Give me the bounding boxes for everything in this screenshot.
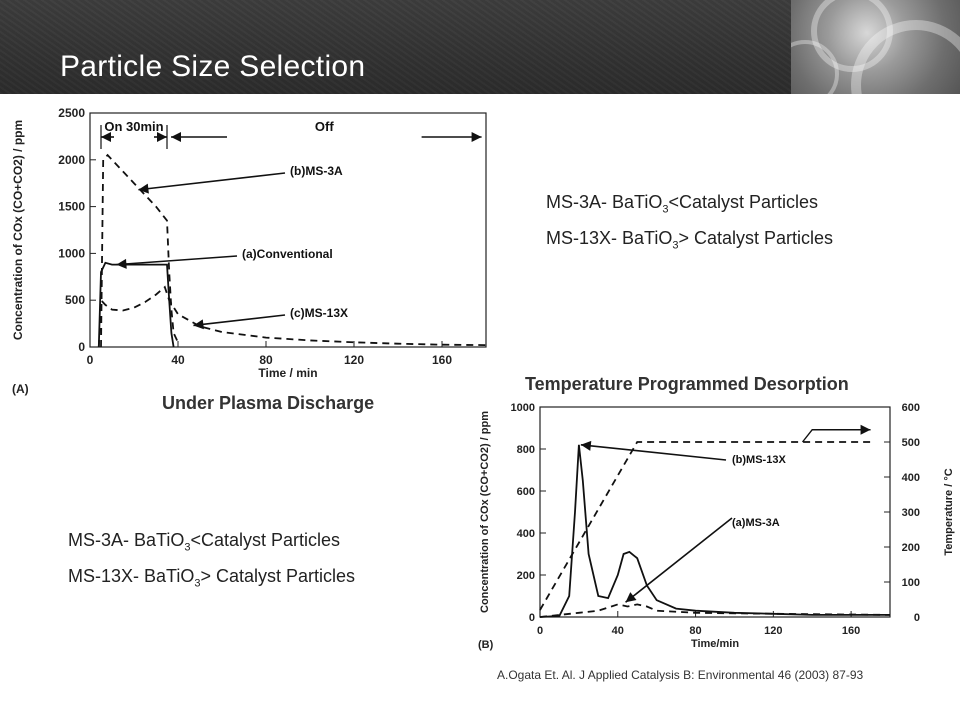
temperature-arrow-head — [860, 424, 871, 435]
x-tick-label: 40 — [171, 353, 185, 367]
y2-axis-label: Temperature / °C — [943, 468, 955, 555]
note-ms13x: MS-13X- BaTiO3> Catalyst Particles — [68, 565, 356, 590]
y-axis-label: Concentration of COx (CO+CO2) / ppm — [11, 120, 25, 340]
y-tick-label: 0 — [529, 612, 535, 624]
plot-frame — [89, 112, 487, 348]
annotation-ms13x: (b)MS-13X — [732, 454, 786, 466]
y-tick-label: 200 — [517, 570, 535, 582]
series-line--a-ms-3a — [539, 603, 891, 618]
annotation-ms3a: (a)MS-3A — [732, 517, 780, 529]
x-tick-label: 120 — [764, 625, 782, 637]
conventional-arrow-head — [116, 258, 127, 269]
x-tick-label: 0 — [87, 353, 94, 367]
y2-tick-label: 0 — [914, 612, 920, 624]
annotation-ms13x: (c)MS-13X — [290, 306, 348, 320]
citation: A.Ogata Et. Al. J Applied Catalysis B: E… — [497, 668, 864, 682]
series-line-temperature — [539, 441, 871, 611]
y2-tick-label: 300 — [902, 507, 920, 519]
chart-tpd: 0 40 80 120 16002004006008001000Time/minConc… — [478, 402, 955, 651]
x-axis-label: Time/min — [691, 638, 739, 650]
y-tick-label: 1000 — [511, 402, 535, 414]
ms3a-arrow — [138, 172, 286, 191]
y-tick-label: 600 — [517, 486, 535, 498]
notes-bottom: MS-3A- BaTiO3<Catalyst Particles MS-13X-… — [68, 526, 355, 597]
x-tick-label: 160 — [842, 625, 860, 637]
series-line--a-conventional — [97, 261, 175, 348]
note-ms3a: MS-3A- BaTiO3<Catalyst Particles — [546, 192, 819, 216]
slide-title: Particle Size Selection — [60, 50, 366, 83]
y-tick-label: 400 — [517, 528, 535, 540]
panel-label: (B) — [478, 639, 494, 651]
y-tick-label: 1000 — [58, 246, 85, 260]
header-banner — [0, 0, 960, 94]
y-tick-label: 2000 — [58, 153, 85, 167]
off-arrow-right-head — [471, 132, 482, 142]
y2-tick-label: 400 — [902, 472, 920, 484]
caption-plasma-discharge: Under Plasma Discharge — [162, 393, 375, 413]
note-ms13x: MS-13X- BaTiO3> Catalyst Particles — [546, 227, 834, 252]
corner-decoration — [791, 0, 960, 94]
annotation-conventional: (a)Conventional — [242, 247, 333, 261]
caption-tpd: Temperature Programmed Desorption — [525, 374, 849, 394]
x-axis-label: Time / min — [258, 366, 317, 380]
ms3a-arrow — [625, 517, 733, 603]
temperature-arrow-line — [801, 429, 861, 443]
y2-tick-label: 200 — [902, 542, 920, 554]
x-tick-label: 120 — [344, 353, 364, 367]
chart-plasma-discharge: 0 40 80 120 160 0 500 1000 1500 2000 2500 Time / mi… — [11, 106, 487, 396]
plot-frame — [539, 406, 891, 618]
x-tick-label: 0 — [537, 625, 543, 637]
notes-top: MS-3A- BaTiO3<Catalyst Particles MS-13X-… — [546, 188, 833, 259]
x-tick-label: 80 — [259, 353, 273, 367]
y-tick-label: 1500 — [58, 200, 85, 214]
y-tick-label: 2500 — [58, 106, 85, 120]
y2-tick-label: 500 — [902, 437, 920, 449]
annotation-off: Off — [315, 119, 334, 134]
on-arrow-left-head — [101, 132, 111, 142]
annotation-ms3a: (b)MS-3A — [290, 164, 343, 178]
panel-label: (A) — [12, 382, 29, 396]
y-tick-label: 800 — [517, 444, 535, 456]
note-ms3a: MS-3A- BaTiO3<Catalyst Particles — [68, 530, 341, 554]
ms13x-arrow — [193, 314, 286, 327]
off-arrow-left-head — [171, 132, 181, 142]
on-arrow-right-head — [157, 132, 167, 142]
y-tick-label: 500 — [65, 293, 85, 307]
series-line--b-ms-3a — [100, 153, 179, 348]
ms13x-arrow-head — [580, 440, 592, 451]
x-tick-label: 40 — [612, 625, 624, 637]
y-axis-label: Concentration of COx (CO+CO2) / ppm — [479, 411, 491, 613]
x-tick-label: 80 — [689, 625, 701, 637]
x-tick-label: 160 — [432, 353, 452, 367]
conventional-arrow — [116, 255, 238, 266]
y-tick-label: 0 — [78, 340, 85, 354]
y2-tick-label: 100 — [902, 577, 920, 589]
y2-tick-label: 600 — [902, 402, 920, 414]
series-line--c-ms-13x — [97, 285, 487, 348]
annotation-on: On 30min — [104, 119, 163, 134]
ms3a-arrow-head — [138, 183, 149, 194]
ms13x-arrow — [580, 444, 727, 461]
ms13x-arrow-head — [193, 319, 204, 330]
ms3a-arrow-head — [625, 592, 637, 603]
